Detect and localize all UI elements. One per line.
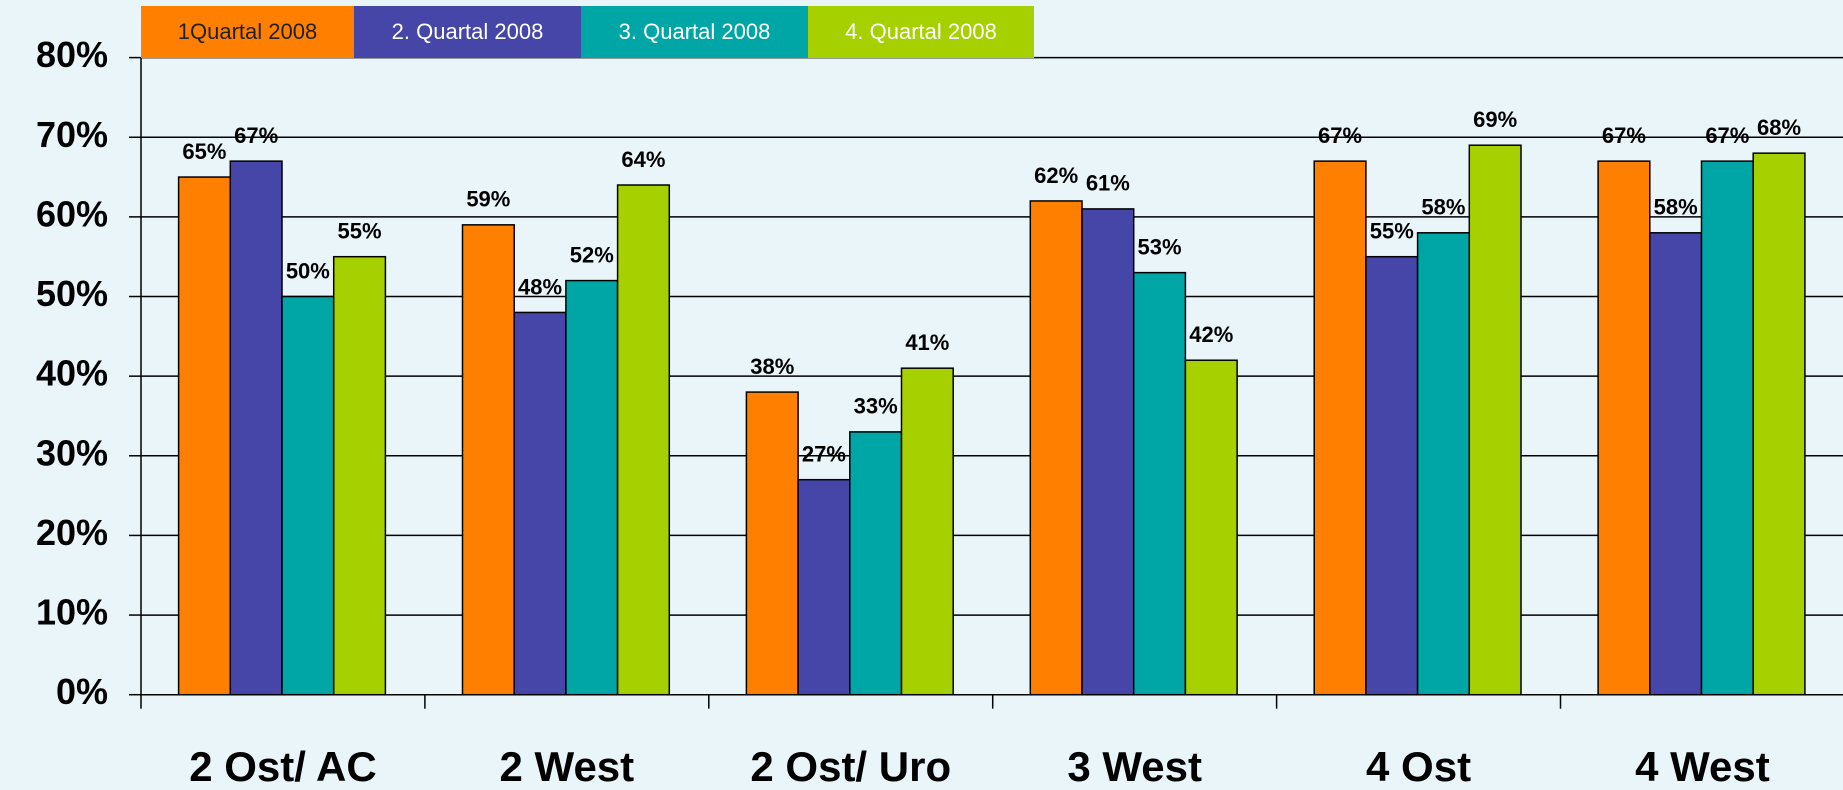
y-tick-label: 30%: [36, 432, 108, 473]
data-label: 27%: [802, 441, 846, 466]
legend-label: 2. Quartal 2008: [392, 19, 544, 44]
bar: [1184, 359, 1238, 696]
data-label: 69%: [1473, 107, 1517, 132]
bar: [1029, 200, 1083, 696]
bar: [1597, 160, 1651, 696]
legend-swatch: [581, 6, 808, 58]
data-label: 61%: [1086, 171, 1130, 196]
y-tick-label: 20%: [36, 512, 108, 553]
data-label: 33%: [854, 394, 898, 419]
bar: [1468, 144, 1522, 696]
data-label: 64%: [621, 147, 665, 172]
y-tick-label: 10%: [36, 592, 108, 633]
bar: [900, 367, 954, 696]
y-tick-label: 70%: [36, 114, 108, 155]
data-label: 67%: [1602, 123, 1646, 148]
data-label: 62%: [1034, 163, 1078, 188]
data-label: 48%: [518, 274, 562, 299]
data-label: 68%: [1757, 115, 1801, 140]
y-tick-label: 40%: [36, 353, 108, 394]
bar: [745, 391, 799, 696]
x-tick-label: 2 Ost/ AC: [189, 743, 376, 790]
data-label: 65%: [182, 139, 226, 164]
bar: [177, 176, 232, 696]
data-label: 58%: [1421, 195, 1465, 220]
bar: [332, 255, 387, 696]
y-tick-label: 0%: [56, 671, 108, 712]
x-tick-label: 2 Ost/ Uro: [750, 743, 951, 790]
legend-swatch: [808, 6, 1034, 58]
x-tick-label: 2 West: [500, 743, 635, 790]
bar: [513, 311, 567, 696]
bar: [1752, 152, 1806, 696]
data-label: 53%: [1138, 234, 1182, 259]
legend-swatch: [354, 6, 581, 58]
y-tick-label: 50%: [36, 273, 108, 314]
y-tick-label: 60%: [36, 193, 108, 234]
data-label: 55%: [1370, 219, 1414, 244]
legend-label: 3. Quartal 2008: [619, 19, 771, 44]
bar: [1365, 255, 1419, 696]
x-tick-label: 4 Ost: [1366, 743, 1471, 790]
bar: [461, 224, 515, 696]
bar: [1081, 208, 1135, 696]
data-label: 38%: [750, 354, 794, 379]
bar: [565, 279, 619, 696]
bar: [797, 478, 851, 696]
data-label: 58%: [1654, 195, 1698, 220]
data-label: 67%: [234, 123, 278, 148]
data-label: 42%: [1189, 322, 1233, 347]
legend-swatch: [141, 6, 354, 58]
legend-label: 4. Quartal 2008: [845, 19, 997, 44]
x-tick-label: 4 West: [1635, 743, 1770, 790]
bar: [1649, 232, 1703, 696]
legend-label: 1Quartal 2008: [178, 19, 317, 44]
bar: [1416, 232, 1471, 696]
data-label: 59%: [466, 187, 510, 212]
bar: [1313, 160, 1367, 696]
bar: [281, 295, 335, 696]
data-label: 52%: [570, 242, 614, 267]
data-label: 67%: [1705, 123, 1749, 148]
bar: [1132, 271, 1187, 696]
y-tick-label: 80%: [36, 34, 108, 75]
data-label: 55%: [338, 219, 382, 244]
bar: [849, 431, 903, 696]
data-label: 67%: [1318, 123, 1362, 148]
bar: [616, 184, 671, 696]
bar: [1700, 160, 1754, 696]
data-label: 50%: [286, 258, 330, 283]
data-label: 41%: [905, 330, 949, 355]
bar: [229, 160, 283, 696]
x-tick-label: 3 West: [1067, 743, 1202, 790]
